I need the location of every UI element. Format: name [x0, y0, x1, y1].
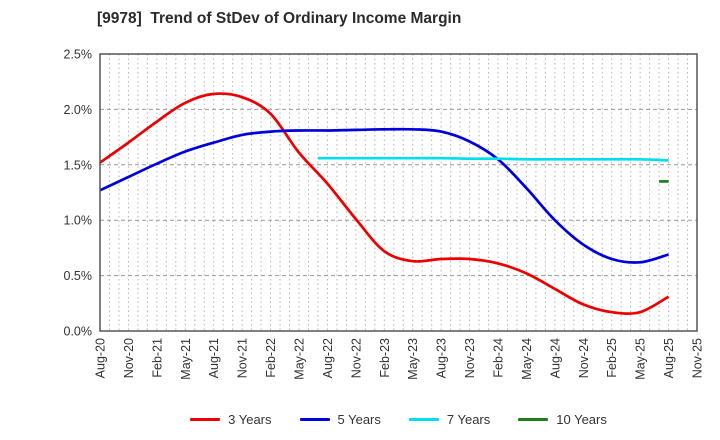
- y-axis-tick-label: 0.0%: [64, 325, 93, 339]
- legend-label: 10 Years: [556, 411, 607, 427]
- x-axis-tick-label: Feb-24: [492, 338, 506, 378]
- legend-label: 3 Years: [228, 411, 272, 427]
- x-axis-tick-label: Nov-20: [122, 338, 136, 378]
- x-axis-tick-label: May-22: [293, 338, 307, 380]
- legend-item-5-years: 5 Years: [299, 411, 381, 427]
- y-axis-tick-label: 2.5%: [64, 48, 93, 62]
- series-line-5-years: [99, 127, 669, 264]
- x-axis-tick-label: Nov-22: [349, 338, 363, 378]
- x-axis-tick-label: Feb-21: [150, 338, 164, 378]
- x-axis-tick-label: Aug-23: [435, 338, 449, 378]
- x-axis-tick-label: Aug-25: [662, 338, 676, 378]
- x-axis-tick-label: Nov-21: [236, 338, 250, 378]
- chart-title: [9978] Trend of StDev of Ordinary Income…: [97, 10, 462, 27]
- x-axis-tick-label: May-25: [634, 338, 648, 380]
- legend-item-10-years: 10 Years: [518, 412, 607, 427]
- series-line-3-years: [99, 92, 670, 315]
- legend-swatch: [408, 417, 439, 421]
- x-axis-tick-label: Aug-24: [548, 338, 562, 378]
- x-axis-tick-label: Feb-23: [378, 338, 392, 378]
- legend: 3 Years 5 Years 7 Years 10 Years: [100, 405, 697, 433]
- legend-item-7-years: 7 Years: [408, 411, 491, 427]
- legend-swatch: [518, 417, 549, 421]
- x-axis-tick-label: Nov-24: [577, 338, 591, 378]
- x-axis-tick-label: May-24: [520, 338, 534, 380]
- legend-item-3-years: 3 Years: [190, 411, 272, 427]
- x-axis-tick-label: May-21: [179, 338, 193, 380]
- x-axis-tick-label: May-23: [406, 338, 420, 380]
- x-axis-tick-label: Nov-25: [691, 338, 705, 378]
- y-axis-tick-label: 1.5%: [64, 158, 93, 172]
- y-axis-tick-label: 1.0%: [64, 214, 93, 228]
- x-axis-tick-label: Aug-21: [207, 338, 221, 378]
- plot-frame: [99, 53, 698, 332]
- legend-swatch: [299, 417, 330, 421]
- x-axis-tick-label: Feb-22: [264, 338, 278, 378]
- series-line-7-years: [318, 156, 669, 162]
- y-axis-tick-label: 2.0%: [64, 103, 93, 117]
- x-axis-tick-label: Aug-22: [321, 338, 335, 378]
- legend-swatch: [190, 417, 221, 421]
- x-axis-tick-label: Nov-23: [463, 338, 477, 378]
- x-axis-tick-label: Aug-20: [94, 338, 108, 378]
- legend-label: 7 Years: [446, 411, 491, 427]
- legend-label: 5 Years: [337, 411, 381, 427]
- y-axis-tick-label: 0.5%: [64, 269, 93, 283]
- x-axis-tick-label: Feb-25: [605, 338, 619, 378]
